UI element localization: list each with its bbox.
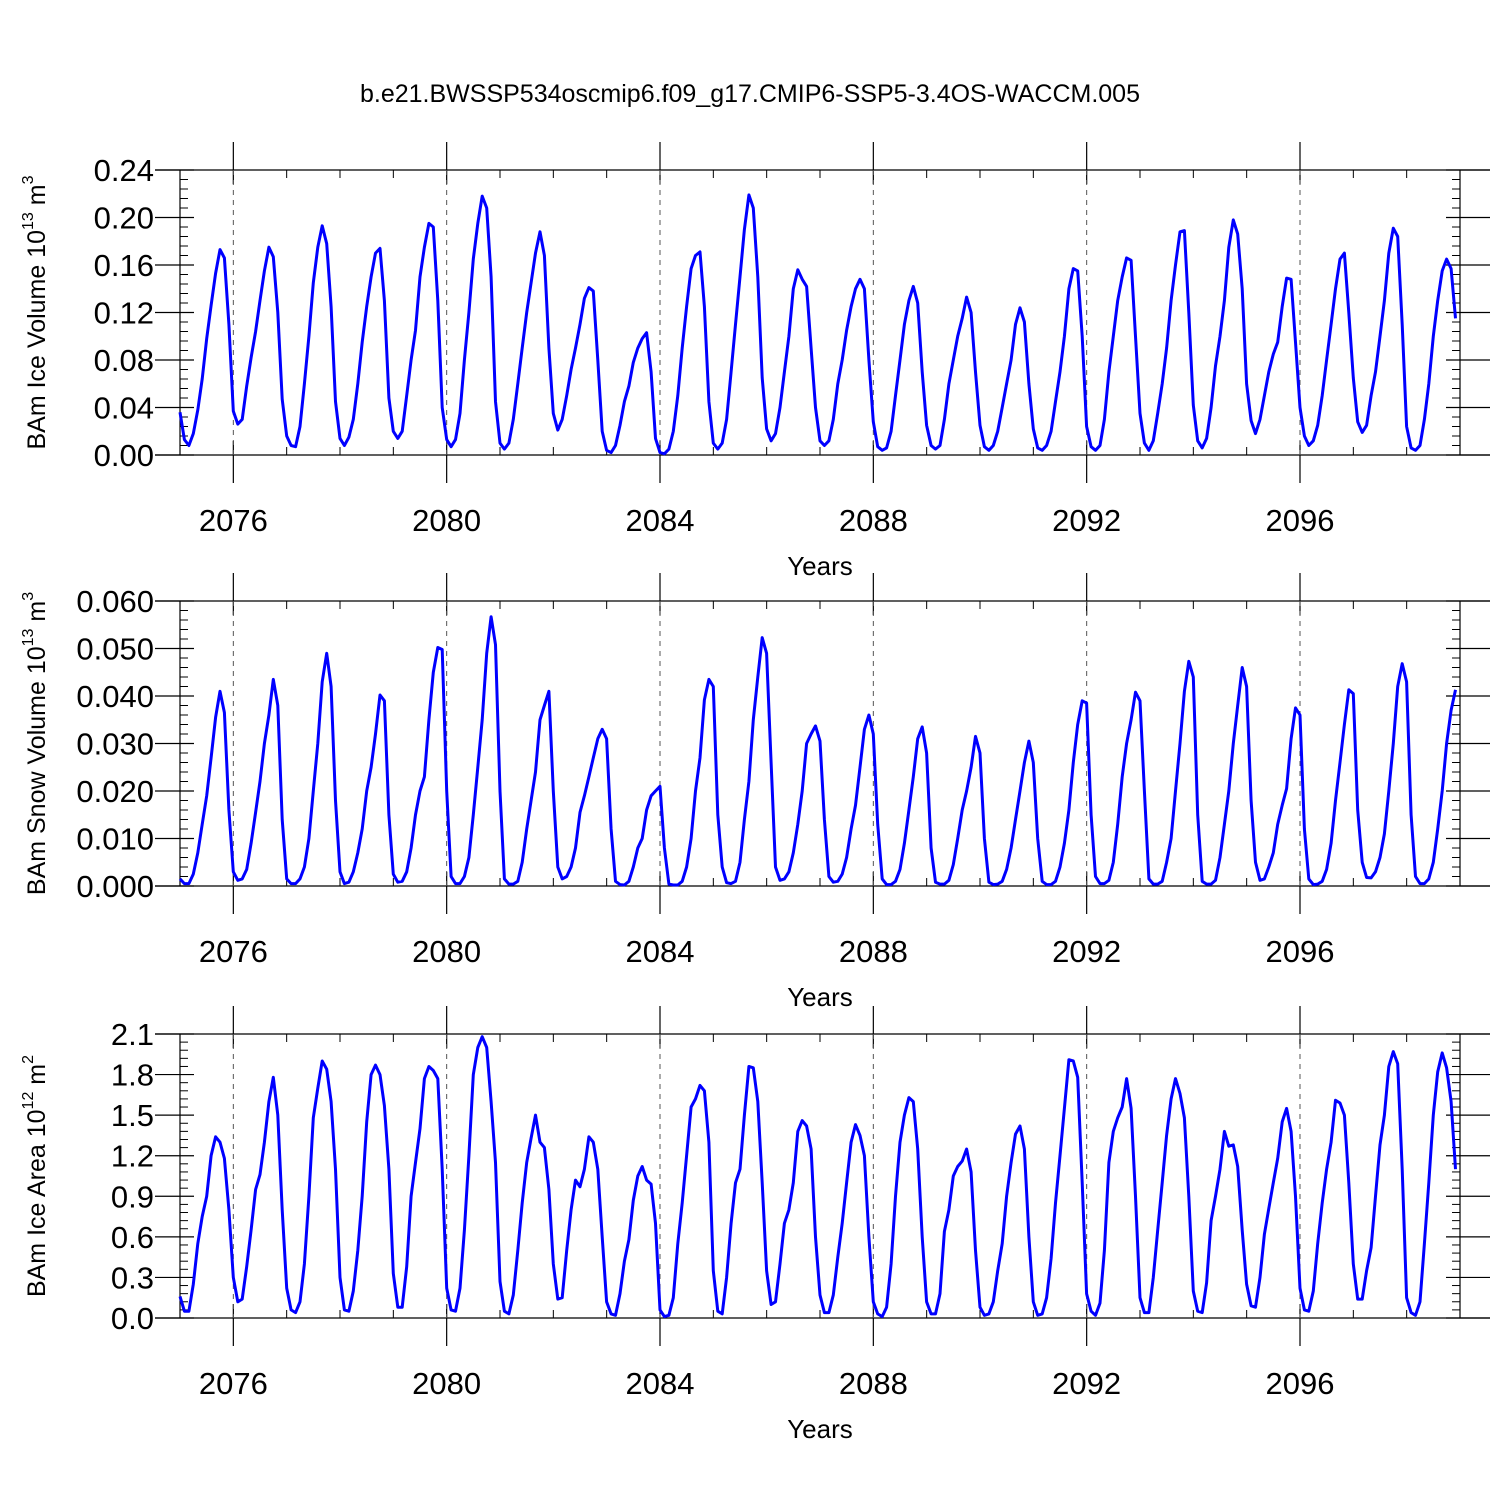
panel2-x-tick-label: 2076 bbox=[199, 934, 268, 969]
panel1-x-tick-label: 2084 bbox=[626, 503, 695, 538]
panel3-y-tick-label: 0.9 bbox=[111, 1179, 154, 1214]
panel2-series-line bbox=[178, 615, 1457, 887]
chart-title: b.e21.BWSSP534oscmip6.f09_g17.CMIP6-SSP5… bbox=[360, 80, 1140, 108]
panel1-x-axis-label: Years bbox=[787, 551, 853, 581]
panel3-x-tick-label: 2088 bbox=[839, 1366, 908, 1401]
panel1-series-line bbox=[178, 193, 1457, 456]
panel2-y-tick-label: 0.060 bbox=[76, 584, 154, 619]
panel3-y-tick-label: 1.5 bbox=[111, 1098, 154, 1133]
panel2-y-tick-label: 0.050 bbox=[76, 632, 154, 667]
panel1-x-tick-label: 2092 bbox=[1052, 503, 1121, 538]
panel2-x-tick-label: 2092 bbox=[1052, 934, 1121, 969]
panel1-x-tick-label: 2080 bbox=[412, 503, 481, 538]
panel2-y-tick-label: 0.020 bbox=[76, 774, 154, 809]
panel1-y-tick-label: 0.24 bbox=[94, 153, 154, 188]
panel3-series-line bbox=[178, 1035, 1457, 1319]
panel1-y-tick-label: 0.12 bbox=[94, 296, 154, 331]
panel1-y-tick-label: 0.20 bbox=[94, 201, 154, 236]
panel3-y-tick-label: 0.3 bbox=[111, 1260, 154, 1295]
panel3-x-tick-label: 2076 bbox=[199, 1366, 268, 1401]
panel3-x-tick-label: 2092 bbox=[1052, 1366, 1121, 1401]
panel1-y-axis-label: BAm Ice Volume 1013 m3 bbox=[20, 175, 51, 449]
panel2-y-tick-label: 0.000 bbox=[76, 869, 154, 904]
panel3-y-tick-label: 1.8 bbox=[111, 1058, 154, 1093]
panel3-y-axis-label: BAm Ice Area 1012 m2 bbox=[20, 1055, 51, 1297]
panel3-x-axis-label: Years bbox=[787, 1414, 853, 1444]
panel3-y-tick-label: 2.1 bbox=[111, 1017, 154, 1052]
panel2-y-tick-label: 0.030 bbox=[76, 727, 154, 762]
panel2-x-axis-label: Years bbox=[787, 982, 853, 1012]
panel2-x-tick-label: 2080 bbox=[412, 934, 481, 969]
panel3-x-tick-label: 2096 bbox=[1266, 1366, 1335, 1401]
panel1-x-tick-label: 2096 bbox=[1266, 503, 1335, 538]
panel2-x-tick-label: 2088 bbox=[839, 934, 908, 969]
panel3-y-tick-label: 1.2 bbox=[111, 1139, 154, 1174]
panel1-y-tick-label: 0.16 bbox=[94, 248, 154, 283]
panel3-x-tick-label: 2084 bbox=[626, 1366, 695, 1401]
panel2-x-tick-label: 2084 bbox=[626, 934, 695, 969]
panel1-y-tick-label: 0.00 bbox=[94, 438, 154, 473]
panel1-x-tick-label: 2088 bbox=[839, 503, 908, 538]
panel2-y-axis-label: BAm Snow Volume 1013 m3 bbox=[20, 592, 51, 895]
panel3-y-tick-label: 0.6 bbox=[111, 1220, 154, 1255]
panel2-y-tick-label: 0.040 bbox=[76, 679, 154, 714]
panel1-y-tick-label: 0.04 bbox=[94, 391, 154, 426]
panel1-y-tick-label: 0.08 bbox=[94, 343, 154, 378]
panel1-x-tick-label: 2076 bbox=[199, 503, 268, 538]
panel3-y-tick-label: 0.0 bbox=[111, 1301, 154, 1336]
panel3-x-tick-label: 2080 bbox=[412, 1366, 481, 1401]
panel2-y-tick-label: 0.010 bbox=[76, 822, 154, 857]
panel2-x-tick-label: 2096 bbox=[1266, 934, 1335, 969]
